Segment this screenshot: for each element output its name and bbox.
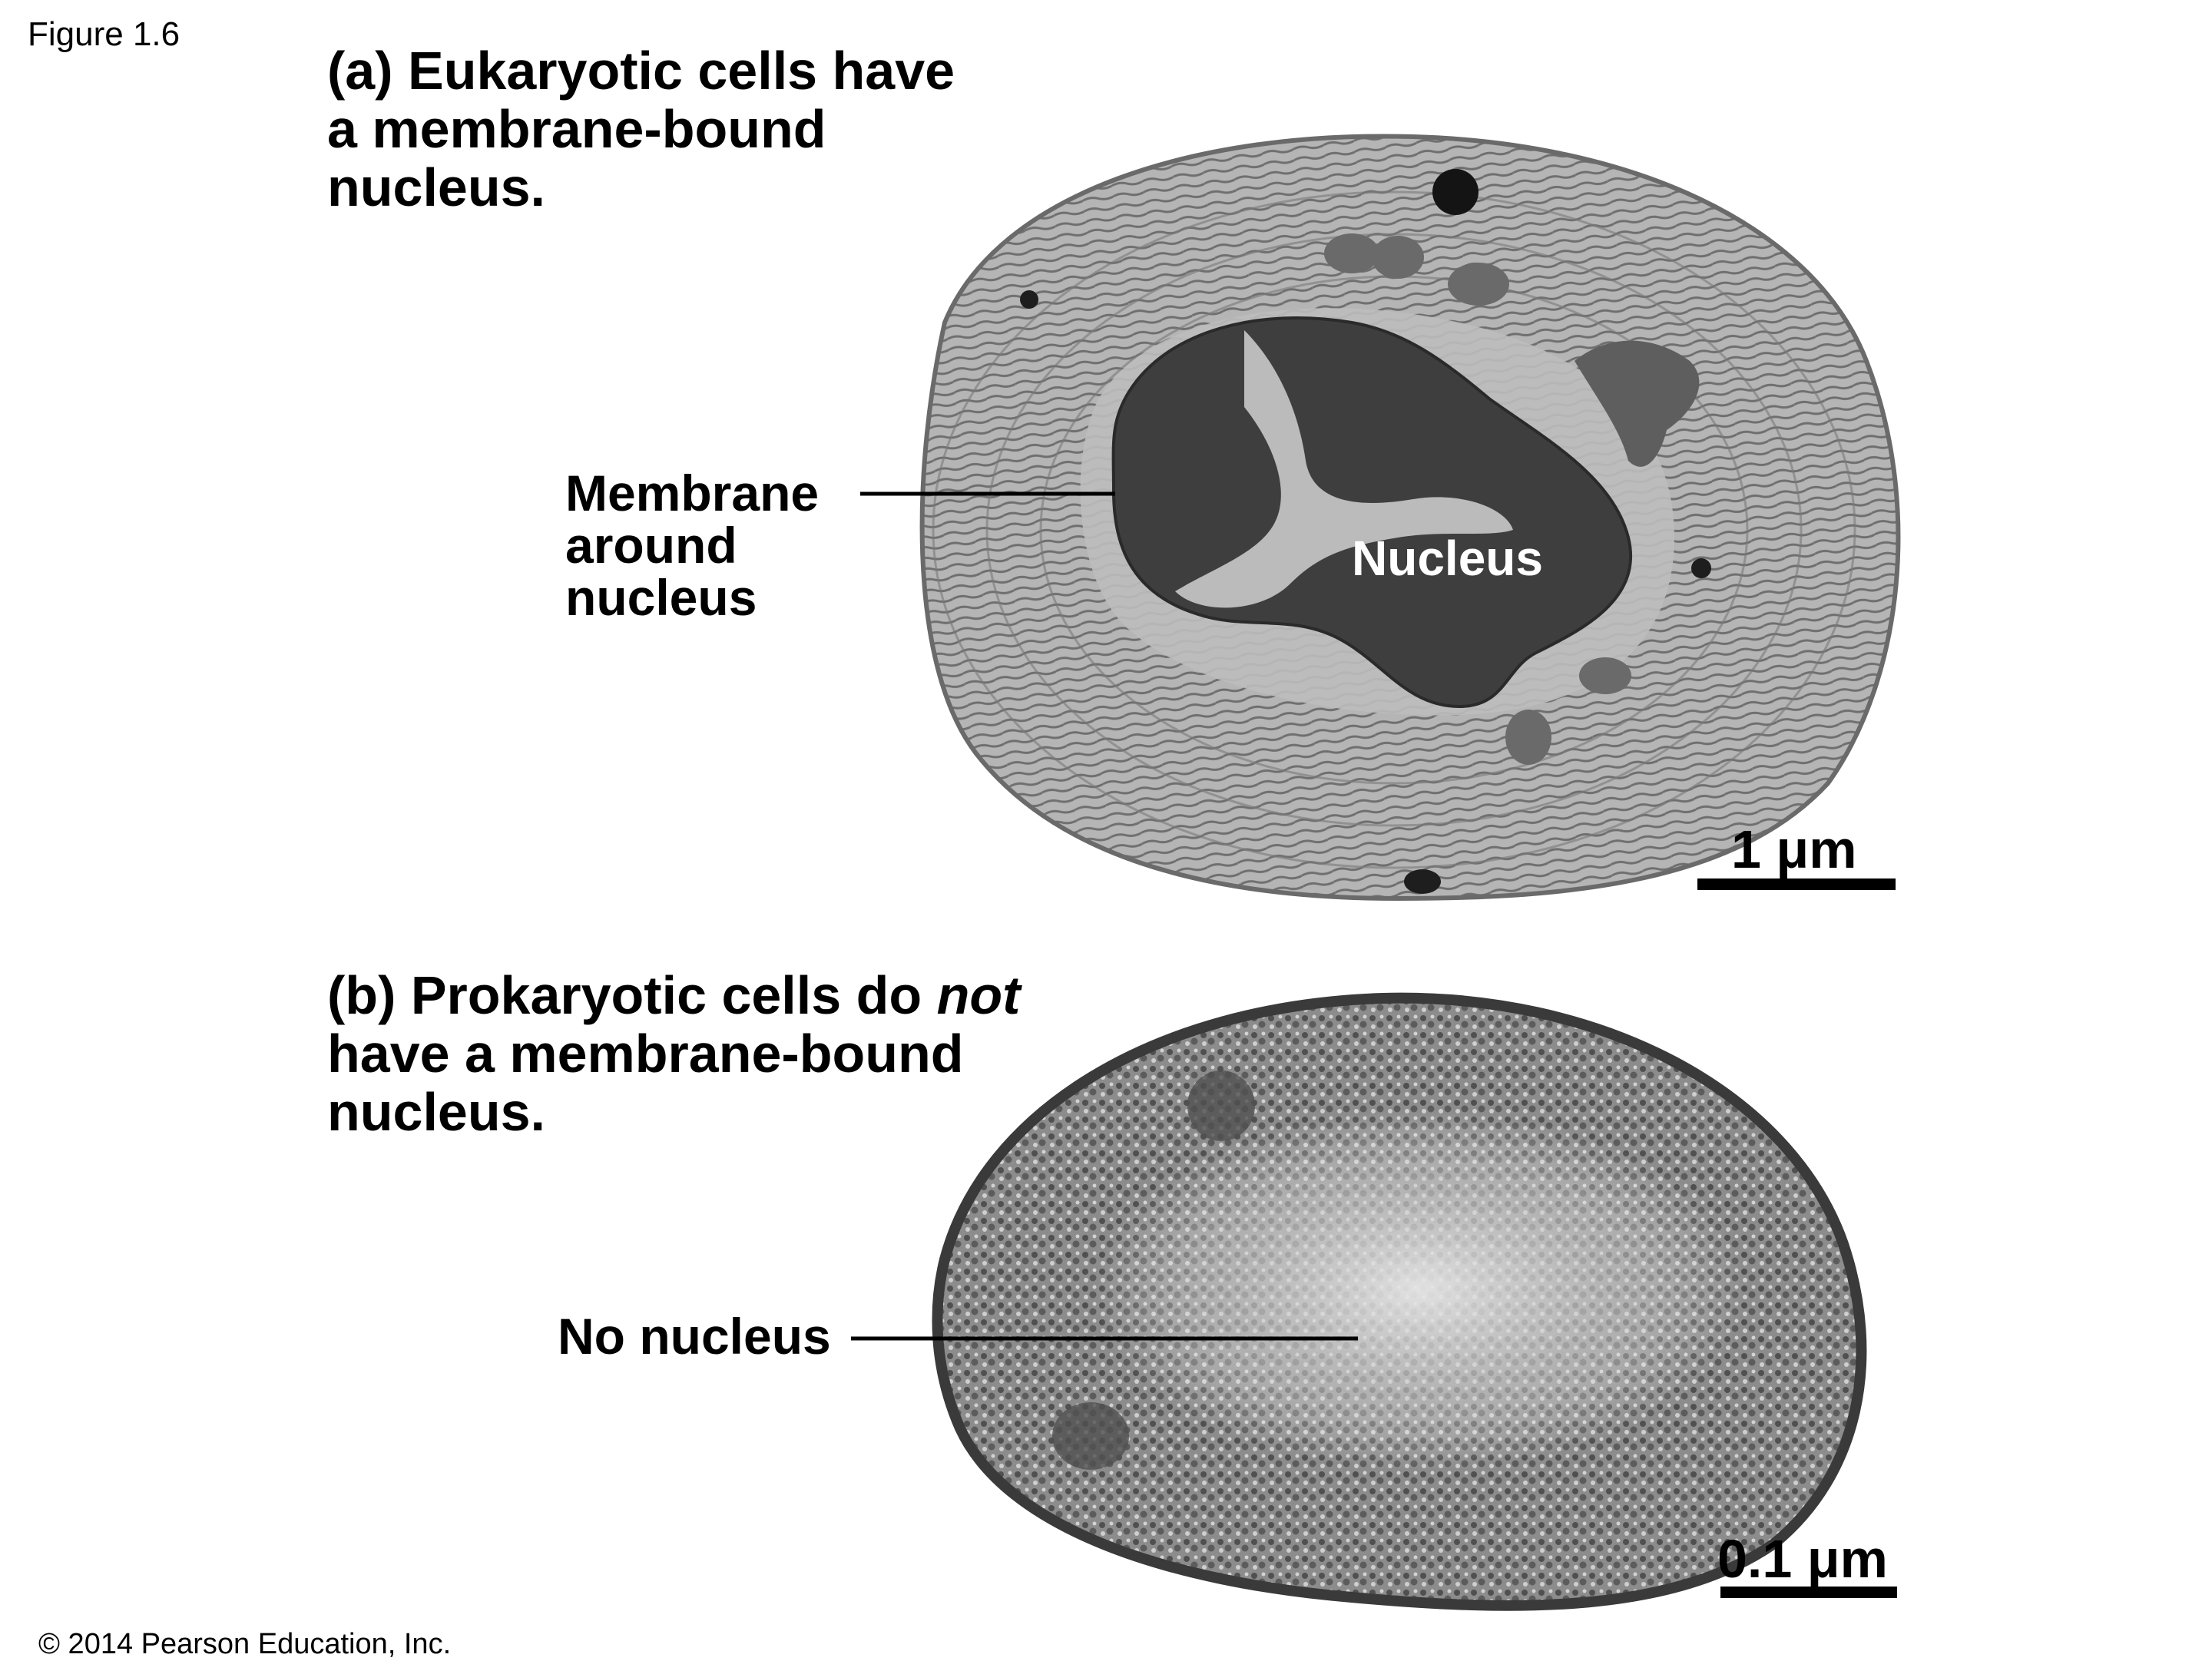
panel-a-heading: (a) Eukaryotic cells have a membrane-bou…: [327, 41, 955, 217]
scale-label-b: 0.1 μm: [1717, 1529, 1888, 1589]
panel-b-heading-emphasis: not: [936, 965, 1021, 1025]
callout-line: around: [565, 517, 737, 574]
nucleus-label: Nucleus: [1352, 531, 1543, 586]
eukaryotic-cell: [919, 134, 1901, 902]
callout-line: nucleus: [565, 569, 757, 626]
panel-b-heading-line: have a membrane-bound: [327, 1024, 964, 1084]
callout-line: Membrane: [565, 465, 820, 521]
no-nucleus-callout: No nucleus: [558, 1308, 831, 1365]
figure-label: Figure 1.6: [28, 15, 180, 53]
panel-a-heading-line: a membrane-bound: [327, 99, 826, 159]
panel-b-heading-line: nucleus.: [327, 1082, 545, 1142]
scale-bar-b: [1720, 1587, 1897, 1598]
panel-b-heading-line: (b) Prokaryotic cells do not: [327, 966, 1020, 1024]
copyright-notice: © 2014 Pearson Education, Inc.: [38, 1628, 452, 1660]
prokaryotic-cell: [932, 992, 1867, 1611]
panel-b-heading: (b) Prokaryotic cells do not have a memb…: [327, 966, 1020, 1141]
membrane-around-nucleus-callout: Membrane around nucleus: [565, 467, 819, 624]
scale-label-a: 1 μm: [1731, 819, 1857, 879]
scale-bar-a: [1697, 878, 1896, 890]
panel-a-heading-line: nucleus.: [327, 157, 545, 217]
panel-a-heading-line: (a) Eukaryotic cells have: [327, 41, 955, 101]
panel-b-heading-prefix: (b) Prokaryotic cells do: [327, 965, 937, 1025]
